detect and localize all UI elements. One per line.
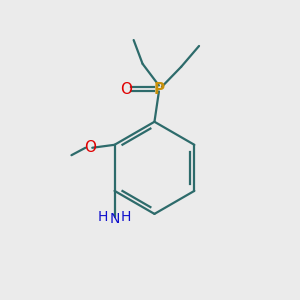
- Text: P: P: [153, 82, 164, 97]
- Text: N: N: [110, 212, 120, 226]
- Text: H: H: [98, 210, 109, 224]
- Text: H: H: [121, 210, 131, 224]
- Text: O: O: [120, 82, 132, 97]
- Text: O: O: [84, 140, 96, 155]
